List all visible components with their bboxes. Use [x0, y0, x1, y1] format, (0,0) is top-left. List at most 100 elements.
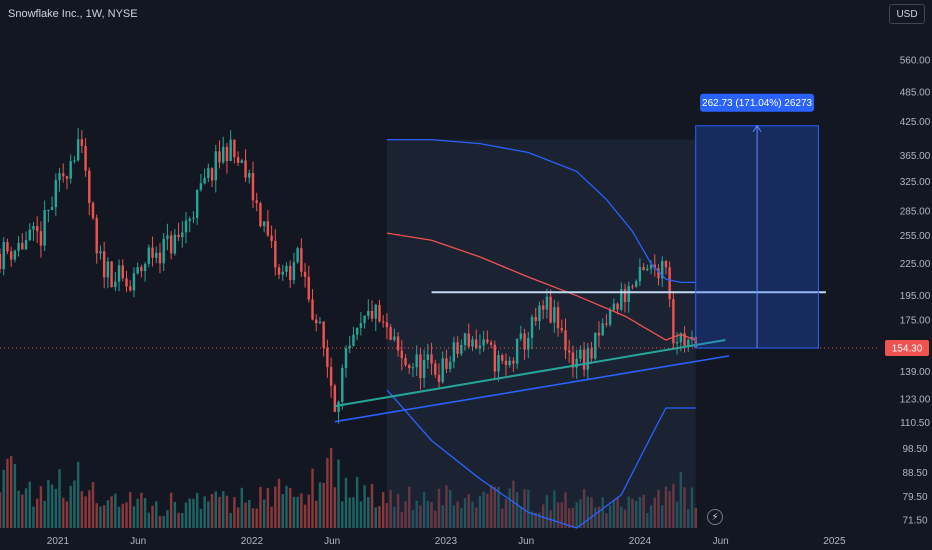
candle-body	[218, 151, 221, 163]
candle	[300, 238, 303, 277]
candle	[47, 209, 50, 223]
volume-bar	[13, 463, 17, 528]
range-box	[386, 139, 696, 529]
volume-bar	[512, 480, 515, 528]
candle-body	[579, 349, 582, 359]
volume-bar	[486, 493, 489, 528]
candle-body	[222, 146, 225, 163]
candle	[155, 246, 158, 264]
candle	[65, 175, 69, 190]
volume-bar	[76, 461, 80, 528]
y-tick-label: 71.50	[902, 516, 927, 527]
candle	[605, 313, 608, 328]
volume-bar	[311, 468, 314, 528]
candle-body	[240, 160, 244, 163]
lower-trendline[interactable]	[334, 355, 730, 423]
x-tick-label: 2021	[47, 536, 70, 547]
candle-body	[512, 360, 515, 364]
volume-bar	[102, 505, 106, 528]
candle	[493, 340, 497, 380]
candle	[341, 364, 344, 410]
candle-body	[173, 234, 177, 254]
candle-body	[303, 271, 307, 277]
volume-bar	[661, 505, 664, 528]
volume-bar	[482, 491, 485, 528]
support-trendline[interactable]	[334, 338, 726, 408]
volume-bar	[508, 488, 511, 528]
volume-bar	[441, 505, 444, 528]
volume-bar	[65, 501, 69, 528]
candle	[296, 246, 299, 264]
volume-bar	[620, 506, 623, 528]
volume-bar	[530, 511, 534, 528]
volume-bar	[54, 488, 58, 528]
candle-body	[17, 242, 20, 251]
volume-bar	[281, 494, 284, 528]
volume-bar	[32, 506, 35, 528]
volume-bar	[274, 486, 277, 528]
volume-bar	[649, 505, 653, 528]
candle-body	[586, 348, 590, 370]
volume-bar	[9, 456, 13, 528]
candle	[430, 342, 433, 375]
volume-bar	[125, 502, 128, 528]
candle-body	[300, 248, 303, 272]
candle-body	[441, 358, 444, 383]
y-tick-label: 123.00	[900, 394, 931, 405]
candle-body	[225, 146, 229, 162]
volume-bar	[385, 503, 389, 528]
volume-bar	[471, 501, 474, 528]
volume-bar	[296, 496, 299, 528]
volume-bar	[631, 498, 634, 528]
candle-body	[687, 339, 690, 346]
lightning-icon[interactable]: ⚡	[707, 509, 723, 525]
candle-body	[623, 289, 627, 302]
candle	[530, 314, 534, 350]
candle-body	[341, 367, 344, 402]
candle-body	[415, 354, 418, 368]
candle-body	[285, 265, 288, 272]
candle-body	[638, 266, 642, 282]
candle-body	[381, 321, 385, 323]
y-tick-label: 139.00	[900, 367, 931, 378]
candle-body	[13, 250, 17, 260]
measure-label-background	[700, 93, 815, 112]
candle	[441, 351, 444, 384]
currency-button[interactable]: USD	[889, 4, 925, 24]
volume-bar	[608, 505, 612, 528]
volume-bar	[478, 496, 482, 528]
candle-body	[337, 401, 340, 412]
candle	[337, 400, 340, 424]
volume-bar	[91, 482, 95, 528]
candle	[415, 345, 418, 376]
volume-bar	[627, 496, 630, 528]
candle-body	[657, 268, 660, 279]
candle-body	[460, 344, 463, 354]
volume-bar	[679, 471, 683, 528]
candle	[136, 262, 139, 275]
volume-bar	[270, 506, 273, 528]
candle-body	[474, 339, 478, 349]
candle-body	[155, 252, 158, 258]
volume-bar	[192, 498, 195, 528]
volume-bar	[151, 505, 154, 528]
candle-body	[318, 321, 322, 324]
candle-body	[248, 173, 251, 178]
volume-bar	[396, 493, 400, 528]
candle-body	[434, 363, 437, 375]
candle-body	[675, 342, 679, 344]
volume-bar	[452, 505, 456, 528]
candle	[318, 316, 322, 324]
candle-body	[653, 264, 656, 269]
candle	[545, 288, 549, 319]
candle	[277, 263, 281, 280]
volume-bar	[448, 490, 452, 528]
volume-bar	[136, 498, 139, 528]
candle-body	[679, 333, 683, 343]
candle-body	[233, 139, 236, 158]
candle	[571, 345, 575, 378]
candle-body	[69, 161, 72, 179]
candle-body	[114, 281, 117, 288]
volume-bar	[240, 487, 244, 528]
volume-bar	[337, 459, 340, 528]
